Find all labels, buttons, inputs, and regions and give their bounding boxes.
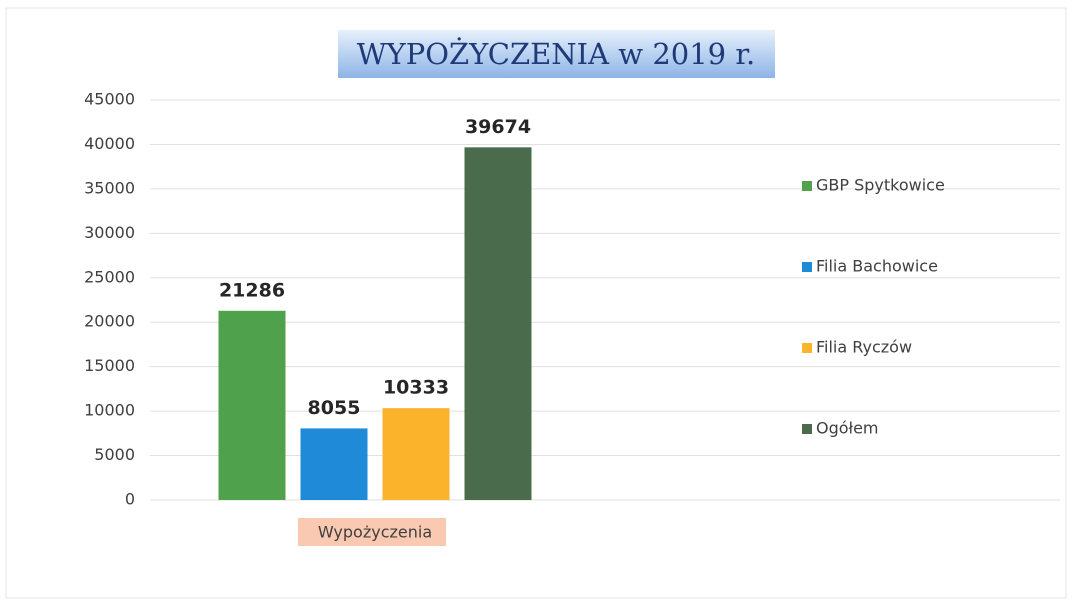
data-label: 10333 [383, 377, 449, 399]
legend-label: Ogółem [816, 419, 879, 438]
legend-label: Filia Bachowice [816, 257, 938, 276]
frame [5, 7, 1067, 599]
bar [464, 147, 532, 500]
y-tick-label: 25000 [84, 267, 135, 286]
legend-swatch [802, 424, 812, 434]
x-tick-label: Wypożyczenia [318, 523, 432, 542]
y-tick-label: 30000 [84, 223, 135, 242]
y-tick-label: 20000 [84, 312, 135, 331]
data-label: 21286 [219, 279, 285, 301]
y-tick-label: 5000 [94, 445, 135, 464]
y-tick-label: 40000 [84, 134, 135, 153]
y-tick-label: 10000 [84, 401, 135, 420]
legend-swatch [802, 181, 812, 191]
legend-label: Filia Ryczów [816, 338, 912, 357]
category-box [298, 518, 446, 546]
bar [218, 310, 286, 500]
y-tick-label: 35000 [84, 178, 135, 197]
legend-swatch [802, 262, 812, 272]
bar [382, 408, 450, 500]
y-tick-label: 15000 [84, 356, 135, 375]
y-tick-label: 0 [125, 490, 135, 509]
y-tick-label: 45000 [84, 90, 135, 109]
bar [300, 428, 368, 500]
legend-swatch [802, 343, 812, 353]
data-label: 39674 [465, 116, 531, 138]
data-label: 8055 [308, 397, 361, 419]
title-box [338, 30, 775, 78]
legend-label: GBP Spytkowice [816, 176, 945, 195]
chart-title: WYPOŻYCZENIA w 2019 r. [357, 36, 755, 71]
